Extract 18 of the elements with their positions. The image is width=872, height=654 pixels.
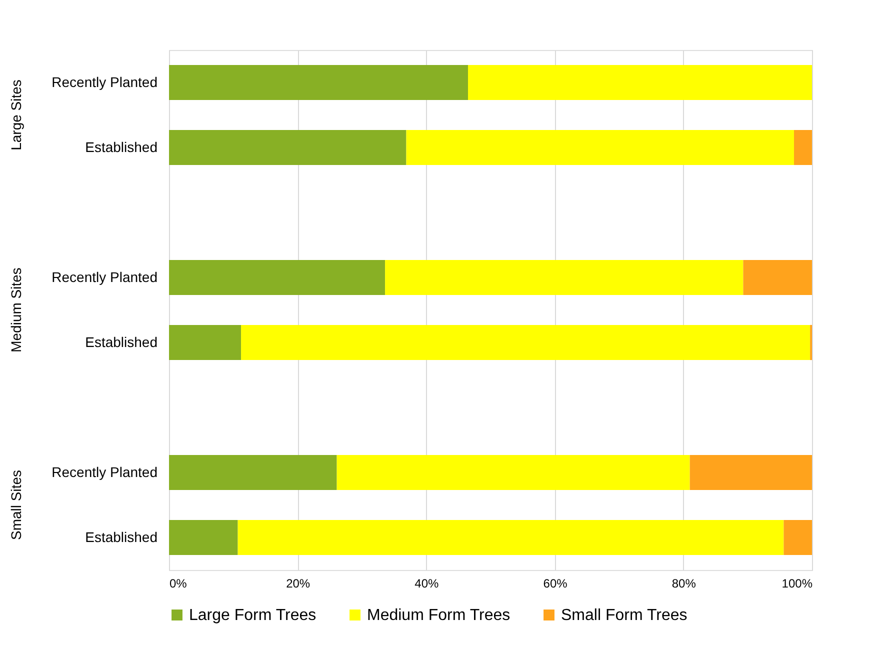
x-tick-label: 40% xyxy=(414,576,440,590)
y-tick-label: Recently Planted xyxy=(52,269,158,285)
y-tick-label: Established xyxy=(85,334,158,350)
text: Large Sites xyxy=(8,80,24,150)
y-tick-label: Established xyxy=(85,139,158,155)
legend-label: Medium Form Trees xyxy=(367,607,510,624)
y-tick-label: Recently Planted xyxy=(52,74,158,90)
x-tick-label: 100% xyxy=(782,576,813,590)
text: Medium Sites xyxy=(8,268,24,352)
x-tick-label: 20% xyxy=(286,576,310,590)
y-tick-label: Recently Planted xyxy=(52,464,158,480)
x-tick-label: 80% xyxy=(672,576,696,590)
legend-label: Small Form Trees xyxy=(561,607,688,624)
text: Small Sites xyxy=(8,470,24,540)
y-tick-label: Established xyxy=(85,529,158,545)
x-tick-label: 60% xyxy=(543,576,568,590)
legend-label: Large Form Trees xyxy=(189,607,316,624)
x-tick-label: 0% xyxy=(170,576,188,590)
